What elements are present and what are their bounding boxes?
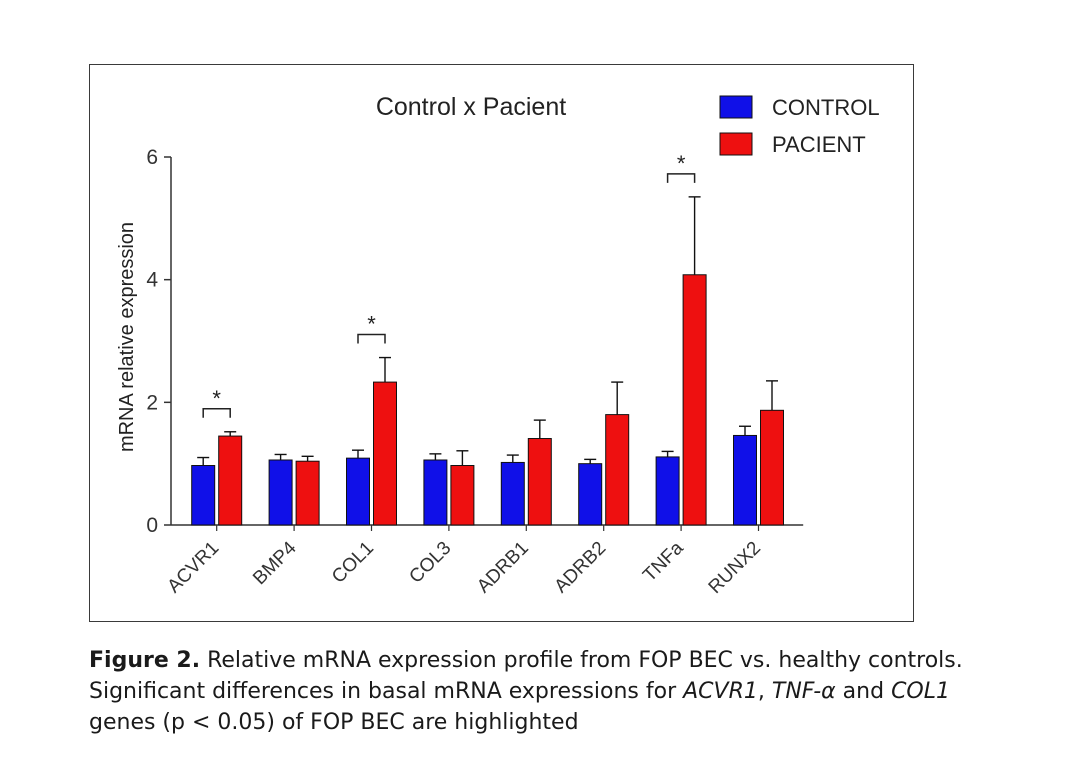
x-tick-label: BMP4 <box>249 537 301 589</box>
bar <box>346 457 370 526</box>
bar <box>682 274 707 526</box>
bar <box>578 463 603 526</box>
caption-text-2: genes (p < 0.05) of FOP BEC are highligh… <box>89 710 579 735</box>
bar <box>527 438 552 526</box>
bar <box>423 459 448 526</box>
significance-layer: * * * <box>202 151 696 418</box>
bar <box>605 414 630 526</box>
chart-title: Control x Pacient <box>376 93 566 121</box>
x-tick-label: ADRB1 <box>473 538 533 598</box>
x-tick-label: COL3 <box>405 538 455 588</box>
bar <box>268 459 293 526</box>
caption-gene-acvr1: ACVR1 <box>683 679 758 704</box>
bar <box>760 409 784 526</box>
significance-star: * <box>677 151 686 176</box>
caption-text-1: Relative mRNA expression profile from FO… <box>89 648 963 704</box>
caption-sep: , <box>757 679 772 704</box>
bar <box>500 461 525 526</box>
significance-bracket <box>666 173 696 183</box>
bar <box>191 465 216 526</box>
x-tick-label: TNFa <box>639 537 688 586</box>
legend-label: PACIENT <box>772 132 866 157</box>
x-tick-label: ACVR1 <box>164 538 224 598</box>
significance-bracket <box>202 408 231 418</box>
x-tick-label: ADRB2 <box>551 538 611 598</box>
caption-gene-col1: COL1 <box>891 679 950 704</box>
y-tick-label: 6 <box>146 146 158 169</box>
bar <box>733 434 757 526</box>
bar <box>295 460 320 526</box>
bar <box>373 381 397 526</box>
bar <box>655 456 680 526</box>
legend: CONTROL PACIENT <box>719 95 880 157</box>
significance-star: * <box>212 386 221 411</box>
y-tick-label: 4 <box>146 269 158 292</box>
bars-layer <box>191 196 784 526</box>
caption-mid: and <box>835 679 892 704</box>
significance-bracket <box>357 333 386 344</box>
legend-swatch <box>719 132 753 156</box>
legend-swatch <box>719 95 753 119</box>
caption-gene-tnfa: TNF-α <box>771 679 836 704</box>
bar-chart: Control x Pacient mRNA relative expressi… <box>116 93 880 598</box>
x-tick-label: RUNX2 <box>705 538 765 598</box>
y-axis-label: mRNA relative expression <box>116 222 138 452</box>
x-tick-label: COL1 <box>328 538 378 588</box>
y-tick-label: 0 <box>146 514 158 537</box>
y-tick-label: 2 <box>146 391 158 414</box>
significance-star: * <box>367 312 376 337</box>
bar <box>218 435 243 526</box>
chart-frame: Control x Pacient mRNA relative expressi… <box>89 64 914 622</box>
bar <box>450 465 475 526</box>
legend-label: CONTROL <box>772 95 880 120</box>
caption-lead: Figure 2. <box>89 648 201 673</box>
figure-caption: Figure 2. Relative mRNA expression profi… <box>89 645 989 738</box>
